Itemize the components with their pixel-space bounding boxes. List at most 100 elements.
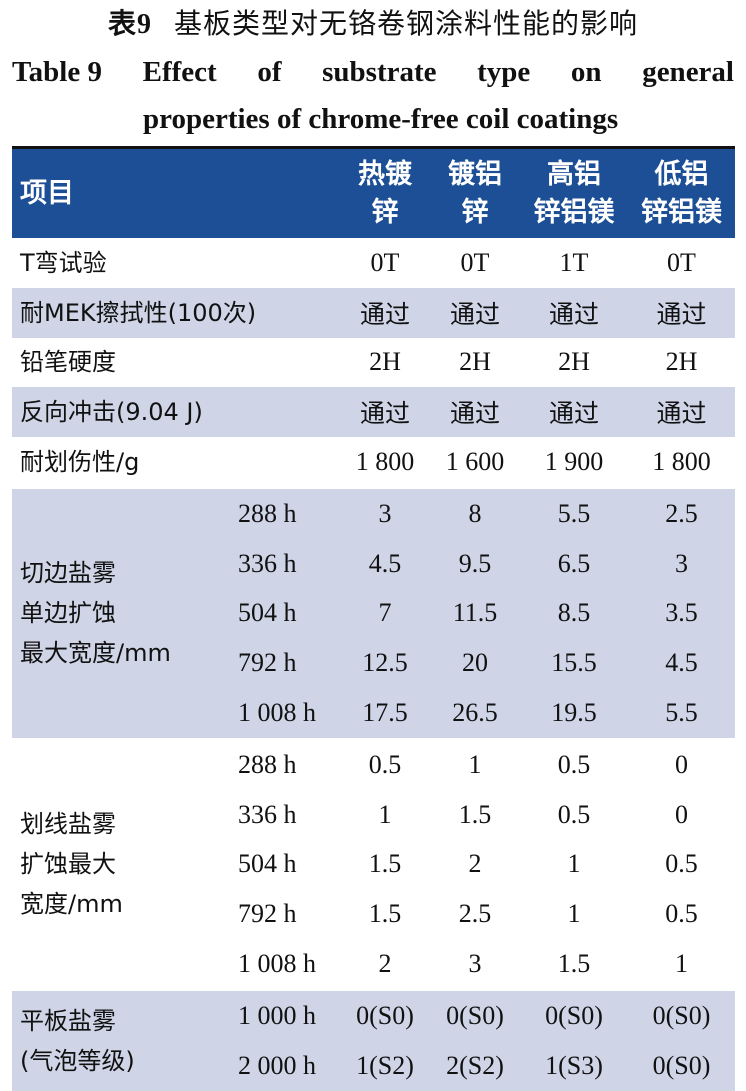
cell-value: 3 <box>340 486 430 539</box>
title-word: on <box>570 56 602 88</box>
cell-value: 1 800 <box>652 447 711 477</box>
duration: 288 h <box>232 737 340 790</box>
table-row: 792 h 12.5 20 15.5 4.5 <box>12 638 735 689</box>
cell-value: 3 <box>468 949 482 979</box>
cell-value: 0(S0) <box>340 988 430 1041</box>
title-word: type <box>477 56 531 88</box>
table-row: 耐划伤性/g 1 800 1 600 1 900 1 800 <box>12 437 735 488</box>
cell-value: 4.5 <box>340 538 430 589</box>
cell-value: 通过 <box>340 387 430 438</box>
cell-value: 1 <box>567 849 581 879</box>
cell-value: 0T <box>667 247 696 277</box>
table-number: 表9 <box>107 9 152 40</box>
row-label: T弯试验 <box>20 248 107 277</box>
cell-value: 1T <box>559 247 589 277</box>
cell-value: 1.5 <box>368 899 402 929</box>
cell-value: 9.5 <box>430 538 520 589</box>
cell-value: 通过 <box>628 387 735 438</box>
duration: 504 h <box>232 588 340 639</box>
cell-value: 5.5 <box>520 486 628 539</box>
title-word: substrate <box>322 56 437 88</box>
cell-value: 1 900 <box>544 447 604 477</box>
cell-value: 1 <box>430 737 520 790</box>
table-row: 2 000 h 1(S2) 2(S2) 1(S3) 0(S0) <box>12 1040 735 1091</box>
cell-value: 0(S0) <box>430 988 520 1041</box>
cell-value: 1 <box>675 949 688 979</box>
cell-value: 0(S0) <box>520 988 628 1041</box>
row-label: 耐MEK擦拭性(100次) <box>12 287 340 338</box>
duration: 1 008 h <box>238 949 316 979</box>
data-table: 项目 热镀 锌镀铝 锌高铝 锌铝镁 低铝 锌铝镁 T弯试验 0T 0T 1T 0T 耐MEK… <box>12 146 735 1091</box>
duration: 336 h <box>232 538 340 589</box>
duration: 336 h <box>238 799 297 829</box>
cell-value: 8.5 <box>520 588 628 639</box>
table-row: 1 008 h 2 3 1.5 1 <box>12 939 735 990</box>
cell-value: 2 <box>468 849 482 879</box>
cell-value: 17.5 <box>340 688 430 739</box>
table-row: 铅笔硬度 2H 2H 2H 2H <box>12 338 735 388</box>
cell-value: 0T <box>460 247 490 277</box>
header-col-1: 热镀 锌 <box>340 147 430 238</box>
title-word: of <box>257 56 282 88</box>
cell-value: 1.5 <box>458 799 492 829</box>
cell-value: 0.5 <box>340 737 430 790</box>
cell-value: 0.5 <box>665 849 698 879</box>
cell-value: 1(S2) <box>340 1040 430 1091</box>
table-title-en-line1: Table 9 Effect of substrate type on general <box>12 56 734 89</box>
cell-value: 26.5 <box>430 688 520 739</box>
cell-value: 0(S0) <box>628 988 735 1041</box>
duration: 1 000 h <box>232 988 340 1041</box>
table-row: 504 h 7 11.5 8.5 3.5 <box>12 588 735 639</box>
cell-value: 2H <box>459 347 491 377</box>
cell-value: 12.5 <box>340 638 430 689</box>
cell-value: 4.5 <box>628 638 735 689</box>
cell-value: 1 600 <box>445 447 505 477</box>
table-title-text: 基板类型对无铬卷钢涂料性能的影响 <box>174 7 639 40</box>
row-label: 耐划伤性/g <box>20 448 140 477</box>
cell-value: 2.5 <box>458 899 492 929</box>
title-word: general <box>642 56 734 88</box>
table-row: 切边盐雾 单边扩蚀 最大宽度/mm 288 h 3 8 5.5 2.5 <box>12 486 735 739</box>
duration: 504 h <box>238 849 297 879</box>
cell-value: 2.5 <box>628 486 735 539</box>
table-row: 336 h 1 1.5 0.5 0 <box>12 790 735 840</box>
cell-value: 通过 <box>628 287 735 338</box>
cell-value: 0.5 <box>557 799 591 829</box>
table-row: 划线盐雾 扩蚀最大 宽度/mm 288 h 0.5 1 0.5 0 <box>12 737 735 990</box>
cell-value: 0(S0) <box>628 1040 735 1091</box>
cell-value: 1 800 <box>355 447 415 477</box>
cell-value: 1.5 <box>368 849 402 879</box>
cell-value: 19.5 <box>520 688 628 739</box>
cell-value: 0.5 <box>665 899 698 929</box>
duration: 792 h <box>238 899 297 929</box>
cell-value: 0 <box>675 799 688 829</box>
cell-value: 1 <box>567 899 581 929</box>
table-title-cn: 表9 基板类型对无铬卷钢涂料性能的影响 <box>0 2 746 42</box>
cell-value: 通过 <box>430 287 520 338</box>
cell-value: 0 <box>628 737 735 790</box>
cell-value: 15.5 <box>520 638 628 689</box>
table-row: 792 h 1.5 2.5 1 0.5 <box>12 889 735 939</box>
cell-value: 通过 <box>520 387 628 438</box>
group-label: 切边盐雾 单边扩蚀 最大宽度/mm <box>12 486 232 739</box>
table-row: 504 h 1.5 2 1 0.5 <box>12 840 735 890</box>
row-label: 反向冲击(9.04 J) <box>12 387 340 438</box>
group-label: 平板盐雾 (气泡等级) <box>12 988 232 1091</box>
cell-value: 2H <box>558 347 590 377</box>
cell-value: 2(S2) <box>430 1040 520 1091</box>
group-label: 划线盐雾 扩蚀最大 宽度/mm <box>12 737 232 990</box>
cell-value: 7 <box>340 588 430 639</box>
cell-value: 3.5 <box>628 588 735 639</box>
header-row: 项目 热镀 锌镀铝 锌高铝 锌铝镁 低铝 锌铝镁 <box>12 147 735 238</box>
cell-value: 2H <box>369 347 401 377</box>
cell-value: 3 <box>628 538 735 589</box>
cell-value: 1(S3) <box>520 1040 628 1091</box>
duration: 288 h <box>232 486 340 539</box>
duration: 792 h <box>232 638 340 689</box>
cell-value: 20 <box>430 638 520 689</box>
table-row: T弯试验 0T 0T 1T 0T <box>12 238 735 288</box>
cell-value: 0T <box>370 247 400 277</box>
cell-value: 通过 <box>430 387 520 438</box>
cell-value: 1.5 <box>557 949 591 979</box>
cell-value: 11.5 <box>430 588 520 639</box>
